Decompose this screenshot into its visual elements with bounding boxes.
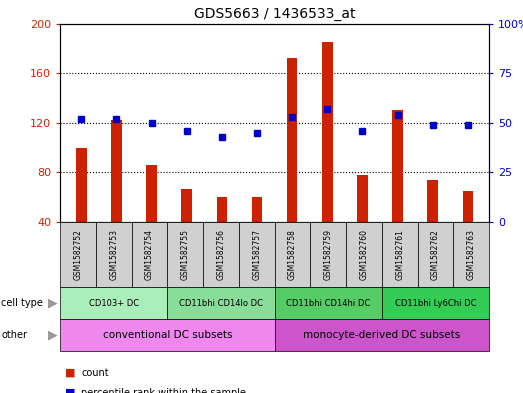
Bar [252,197,262,222]
Text: GSM1582754: GSM1582754 [145,229,154,280]
Bar [60,287,167,319]
Bar [357,175,368,222]
Text: CD103+ DC: CD103+ DC [89,299,139,307]
Bar [275,287,382,319]
Text: GSM1582759: GSM1582759 [324,229,333,280]
Text: GSM1582761: GSM1582761 [395,229,404,280]
Bar [76,148,86,222]
Bar [132,222,167,287]
Bar [275,222,310,287]
Text: CD11bhi Ly6Chi DC: CD11bhi Ly6Chi DC [395,299,476,307]
Text: ■: ■ [65,368,76,378]
Text: count: count [81,368,109,378]
Bar [382,287,489,319]
Bar [346,222,382,287]
Text: other: other [1,330,27,340]
Text: GSM1582755: GSM1582755 [181,229,190,280]
Text: CD11bhi CD14hi DC: CD11bhi CD14hi DC [286,299,370,307]
Text: GSM1582760: GSM1582760 [359,229,368,280]
Bar [167,222,203,287]
Bar [453,222,489,287]
Bar [167,287,275,319]
Text: conventional DC subsets: conventional DC subsets [103,330,232,340]
Text: GSM1582762: GSM1582762 [431,229,440,280]
Bar [217,197,227,222]
Bar [60,222,96,287]
Text: GSM1582752: GSM1582752 [74,229,83,280]
Bar [427,180,438,222]
Bar [275,319,489,351]
Text: ■: ■ [65,387,76,393]
Text: CD11bhi CD14lo DC: CD11bhi CD14lo DC [179,299,263,307]
Bar [310,222,346,287]
Text: GSM1582753: GSM1582753 [109,229,118,280]
Bar [111,120,122,222]
Text: cell type: cell type [1,298,43,308]
Bar [322,42,333,222]
Text: ▶: ▶ [48,329,57,342]
Bar [417,222,453,287]
Title: GDS5663 / 1436533_at: GDS5663 / 1436533_at [194,7,355,21]
Text: GSM1582763: GSM1582763 [467,229,475,280]
Bar [181,189,192,222]
Text: monocyte-derived DC subsets: monocyte-derived DC subsets [303,330,460,340]
Bar [463,191,473,222]
Bar [60,319,275,351]
Text: GSM1582758: GSM1582758 [288,229,297,280]
Bar [287,58,298,222]
Bar [203,222,239,287]
Bar [146,165,157,222]
Text: ▶: ▶ [48,296,57,310]
Bar [96,222,132,287]
Text: GSM1582757: GSM1582757 [252,229,261,280]
Bar [239,222,275,287]
Text: percentile rank within the sample: percentile rank within the sample [81,387,246,393]
Text: GSM1582756: GSM1582756 [217,229,225,280]
Bar [382,222,417,287]
Bar [392,110,403,222]
